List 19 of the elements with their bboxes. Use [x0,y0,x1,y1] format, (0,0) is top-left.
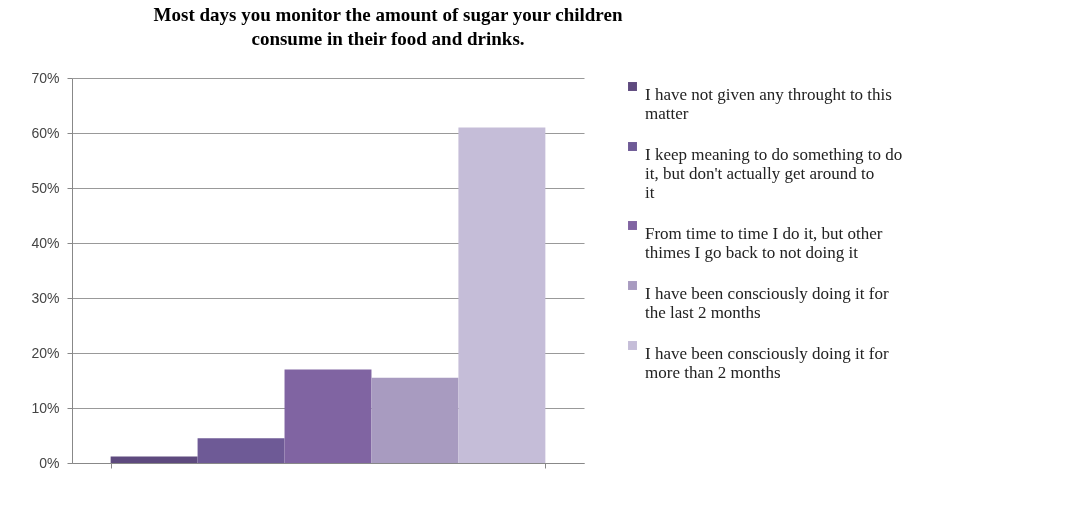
y-tick-label: 20% [31,344,60,361]
bar [110,456,198,463]
legend-label: I have been consciously doing it for the last 2 months [645,283,889,322]
bar [458,127,546,463]
legend-label: I have been consciously doing it for more than 2 months [645,343,889,382]
y-tick-label: 30% [31,289,60,306]
bar [284,369,372,463]
chart-title: Most days you monitor the amount of sugar your children consume in their food and drinks. [153,4,623,49]
y-tick-label: 60% [31,124,60,141]
y-tick-label: 10% [31,399,60,416]
bar [371,377,459,463]
y-tick-label: 0% [39,454,60,471]
legend-label: I have not given any throught to this matter [645,84,892,123]
y-tick-label: 40% [31,234,60,251]
legend-label: I keep meaning to do something to do it, but don't actually get around to it [645,144,903,202]
legend-label: From time to time I do it, but other thimes I go back to not doing it [645,223,883,262]
y-tick-label: 70% [31,69,60,86]
bar [197,438,285,463]
y-tick-label: 50% [31,179,60,196]
